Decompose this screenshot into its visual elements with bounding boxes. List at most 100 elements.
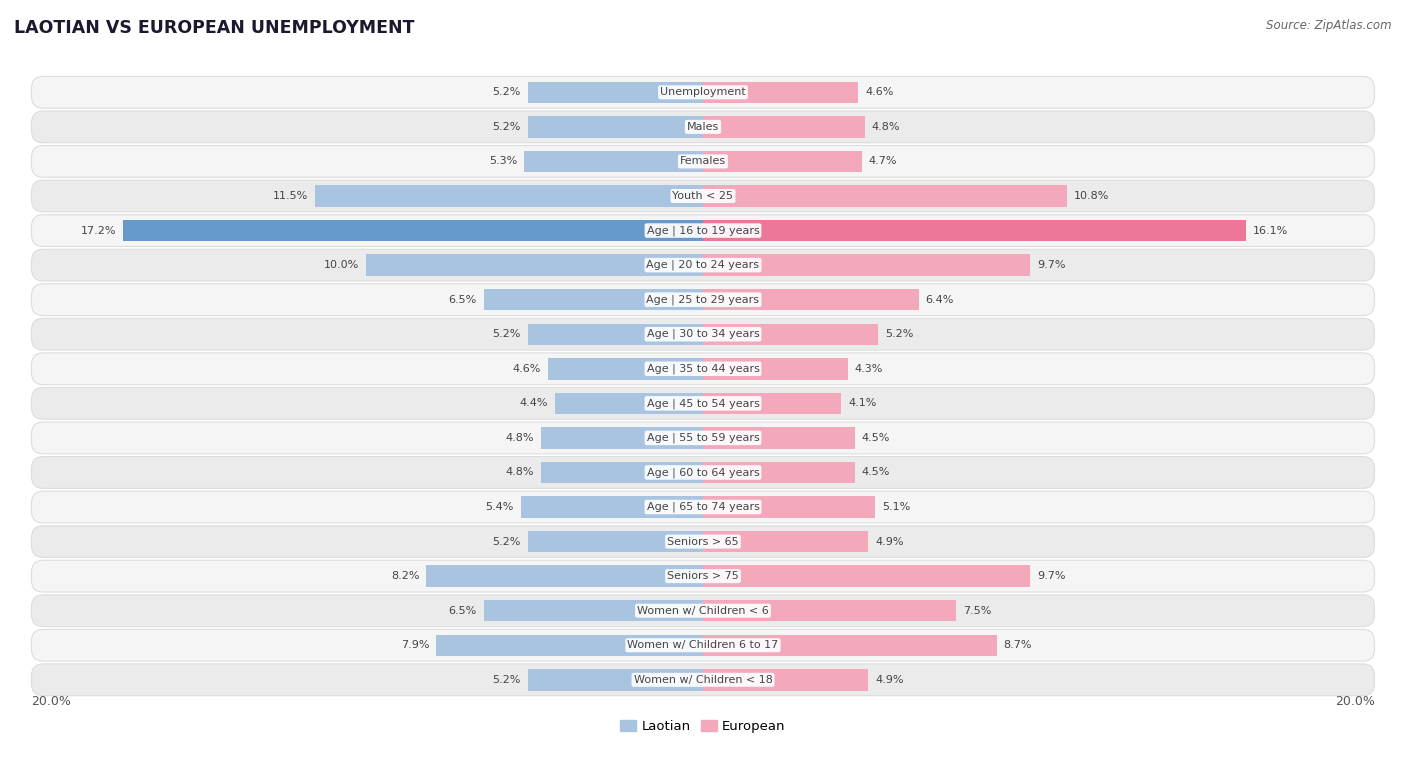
Text: 4.5%: 4.5% xyxy=(862,433,890,443)
Bar xyxy=(554,393,703,414)
Text: Youth < 25: Youth < 25 xyxy=(672,191,734,201)
Text: Seniors > 75: Seniors > 75 xyxy=(666,571,740,581)
Bar xyxy=(527,82,703,103)
Text: 20.0%: 20.0% xyxy=(1334,695,1375,708)
Text: Unemployment: Unemployment xyxy=(661,87,745,98)
Bar xyxy=(703,323,879,345)
FancyBboxPatch shape xyxy=(31,111,1375,143)
FancyBboxPatch shape xyxy=(31,388,1375,419)
FancyBboxPatch shape xyxy=(31,353,1375,385)
FancyBboxPatch shape xyxy=(31,525,1375,557)
Bar xyxy=(541,427,703,449)
Text: 10.0%: 10.0% xyxy=(323,260,359,270)
Text: 4.5%: 4.5% xyxy=(862,468,890,478)
Text: 11.5%: 11.5% xyxy=(273,191,308,201)
Text: Age | 25 to 29 years: Age | 25 to 29 years xyxy=(647,294,759,305)
FancyBboxPatch shape xyxy=(31,560,1375,592)
FancyBboxPatch shape xyxy=(31,664,1375,696)
Bar xyxy=(484,600,703,621)
Text: Age | 20 to 24 years: Age | 20 to 24 years xyxy=(647,260,759,270)
Text: 4.8%: 4.8% xyxy=(872,122,900,132)
Text: Females: Females xyxy=(681,157,725,167)
Text: 17.2%: 17.2% xyxy=(80,226,115,235)
Text: 4.1%: 4.1% xyxy=(848,398,876,408)
Text: 9.7%: 9.7% xyxy=(1038,571,1066,581)
Bar xyxy=(703,531,869,553)
Text: Seniors > 65: Seniors > 65 xyxy=(668,537,738,547)
Text: 5.2%: 5.2% xyxy=(886,329,914,339)
Bar xyxy=(122,220,703,241)
Text: Women w/ Children 6 to 17: Women w/ Children 6 to 17 xyxy=(627,640,779,650)
Bar xyxy=(703,116,865,138)
Bar xyxy=(703,151,862,172)
Text: Age | 35 to 44 years: Age | 35 to 44 years xyxy=(647,363,759,374)
Bar xyxy=(527,116,703,138)
Bar xyxy=(703,669,869,690)
Bar xyxy=(548,358,703,379)
Bar xyxy=(703,497,875,518)
Text: 16.1%: 16.1% xyxy=(1253,226,1288,235)
Bar xyxy=(527,531,703,553)
FancyBboxPatch shape xyxy=(31,249,1375,281)
Text: LAOTIAN VS EUROPEAN UNEMPLOYMENT: LAOTIAN VS EUROPEAN UNEMPLOYMENT xyxy=(14,19,415,37)
Text: 20.0%: 20.0% xyxy=(31,695,72,708)
Text: 6.5%: 6.5% xyxy=(449,606,477,615)
Text: 5.2%: 5.2% xyxy=(492,122,520,132)
Bar xyxy=(703,358,848,379)
Text: Women w/ Children < 6: Women w/ Children < 6 xyxy=(637,606,769,615)
Text: Age | 55 to 59 years: Age | 55 to 59 years xyxy=(647,433,759,443)
Text: Age | 65 to 74 years: Age | 65 to 74 years xyxy=(647,502,759,512)
Bar xyxy=(703,289,920,310)
Text: Age | 30 to 34 years: Age | 30 to 34 years xyxy=(647,329,759,339)
Text: 4.4%: 4.4% xyxy=(519,398,548,408)
Text: 4.9%: 4.9% xyxy=(875,537,904,547)
Bar xyxy=(703,82,858,103)
Bar xyxy=(527,323,703,345)
Text: 5.2%: 5.2% xyxy=(492,329,520,339)
Text: Age | 60 to 64 years: Age | 60 to 64 years xyxy=(647,467,759,478)
Bar xyxy=(315,185,703,207)
Bar xyxy=(520,497,703,518)
Bar xyxy=(703,393,841,414)
Text: Women w/ Children < 18: Women w/ Children < 18 xyxy=(634,674,772,685)
Text: 4.6%: 4.6% xyxy=(513,364,541,374)
Bar xyxy=(703,462,855,483)
Bar xyxy=(484,289,703,310)
Text: 4.3%: 4.3% xyxy=(855,364,883,374)
FancyBboxPatch shape xyxy=(31,491,1375,523)
FancyBboxPatch shape xyxy=(31,284,1375,316)
Bar xyxy=(541,462,703,483)
Text: Source: ZipAtlas.com: Source: ZipAtlas.com xyxy=(1267,19,1392,32)
Text: 6.4%: 6.4% xyxy=(925,294,955,304)
FancyBboxPatch shape xyxy=(31,319,1375,350)
Bar xyxy=(703,600,956,621)
FancyBboxPatch shape xyxy=(31,595,1375,627)
Bar xyxy=(426,565,703,587)
Bar xyxy=(524,151,703,172)
Bar xyxy=(703,220,1246,241)
Text: Age | 16 to 19 years: Age | 16 to 19 years xyxy=(647,226,759,236)
Bar xyxy=(703,254,1031,276)
Bar xyxy=(703,634,997,656)
Text: 7.9%: 7.9% xyxy=(401,640,430,650)
Text: 5.1%: 5.1% xyxy=(882,502,910,512)
Bar xyxy=(527,669,703,690)
Text: Males: Males xyxy=(688,122,718,132)
Text: 4.6%: 4.6% xyxy=(865,87,893,98)
FancyBboxPatch shape xyxy=(31,629,1375,661)
Text: 4.8%: 4.8% xyxy=(506,468,534,478)
Text: 8.2%: 8.2% xyxy=(391,571,419,581)
Bar xyxy=(703,565,1031,587)
Bar xyxy=(366,254,703,276)
FancyBboxPatch shape xyxy=(31,456,1375,488)
Text: 5.2%: 5.2% xyxy=(492,674,520,685)
Text: 4.7%: 4.7% xyxy=(869,157,897,167)
Text: 4.8%: 4.8% xyxy=(506,433,534,443)
Text: 5.2%: 5.2% xyxy=(492,537,520,547)
Text: 4.9%: 4.9% xyxy=(875,674,904,685)
FancyBboxPatch shape xyxy=(31,76,1375,108)
Text: 9.7%: 9.7% xyxy=(1038,260,1066,270)
Text: 5.3%: 5.3% xyxy=(489,157,517,167)
Legend: Laotian, European: Laotian, European xyxy=(614,715,792,739)
Bar xyxy=(703,185,1067,207)
